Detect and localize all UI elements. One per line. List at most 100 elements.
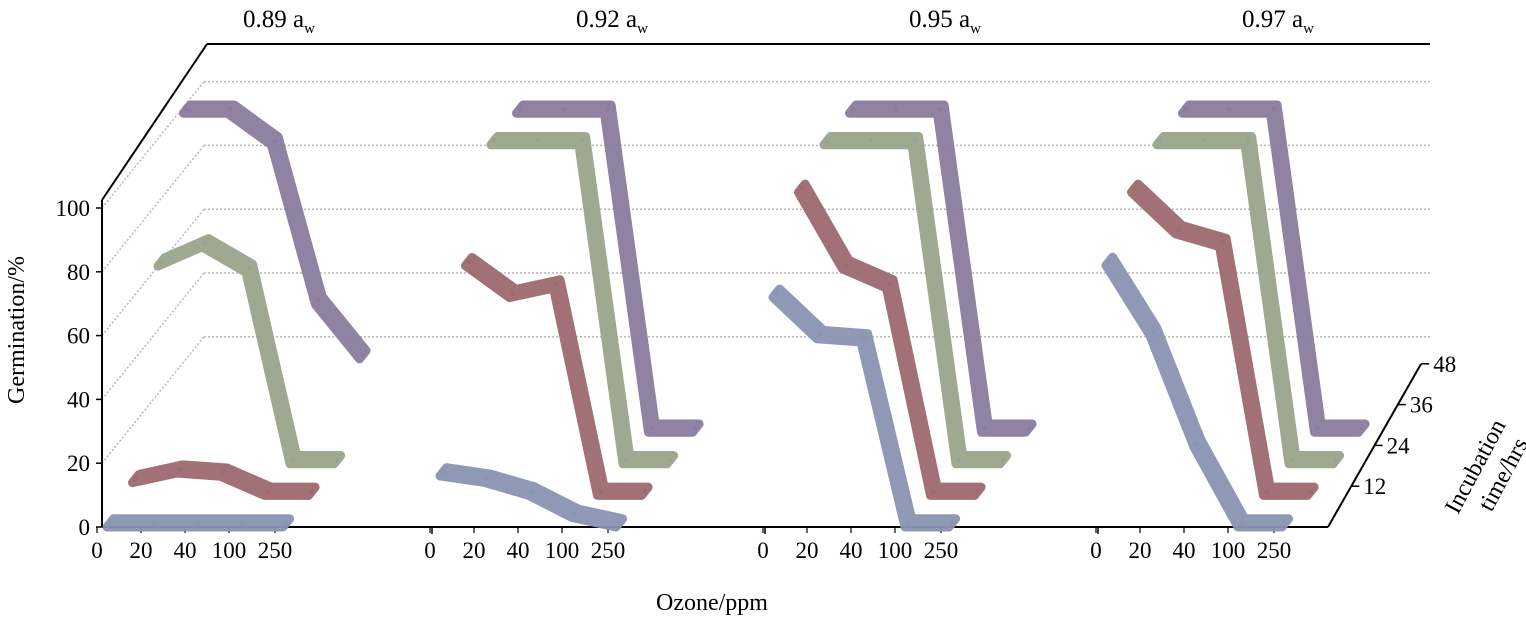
x-tick-label: 40 [507, 538, 530, 563]
x-tick-label: 20 [1129, 538, 1152, 563]
x-tick-label: 100 [212, 538, 247, 563]
data-point [334, 457, 340, 462]
panel-title: 0.97 aw [1242, 6, 1314, 37]
data-point [1220, 240, 1225, 245]
x-tick-label: 100 [545, 538, 580, 563]
data-point [850, 107, 855, 112]
data-point [535, 138, 541, 143]
data-point [912, 138, 918, 143]
floor-diagonal-gridline [101, 272, 205, 400]
data-point [598, 489, 603, 494]
x-tick-label: 40 [1173, 538, 1196, 563]
data-point [1289, 457, 1295, 462]
data-point [579, 138, 585, 143]
data-point [484, 476, 490, 481]
floor-diagonal-gridline [101, 208, 205, 337]
floor-diagonal-gridline [101, 336, 205, 464]
data-point [1315, 426, 1320, 431]
x-tick-label: 20 [130, 538, 153, 563]
data-point [283, 520, 289, 526]
data-point [1157, 138, 1163, 143]
data-point [1000, 457, 1006, 462]
panel-title-subscript: w [1303, 21, 1314, 37]
data-point [360, 352, 365, 358]
data-point [1282, 520, 1288, 526]
panel-title-text: 0.95 a [909, 6, 970, 33]
y-tick-label: 40 [67, 387, 90, 412]
data-point [887, 281, 892, 287]
y-tick-label: 60 [67, 324, 90, 349]
panel-title-subscript: w [637, 21, 648, 37]
data-point [1333, 457, 1339, 462]
data-point [817, 332, 823, 337]
x-tick-label: 40 [840, 538, 863, 563]
series-ribbon-24h [1127, 179, 1319, 500]
data-point [561, 107, 566, 112]
z-tick-label: 12 [1363, 474, 1386, 499]
data-point [1238, 520, 1244, 526]
data-point [605, 107, 610, 112]
data-point [773, 291, 779, 296]
series-ribbon-12h [1101, 252, 1294, 532]
data-point [309, 489, 314, 494]
z-tick-label: 36 [1410, 393, 1433, 418]
series-ribbon-48h [179, 100, 371, 364]
data-point [440, 469, 446, 475]
data-point [799, 186, 804, 191]
series-ribbon-24h [794, 179, 986, 500]
data-point [1183, 107, 1188, 112]
panel-title: 0.95 aw [909, 6, 981, 37]
data-point [151, 520, 157, 526]
data-point [316, 298, 321, 303]
data-point [982, 426, 987, 431]
data-point [221, 470, 226, 475]
series-ribbon-48h [845, 100, 1037, 437]
panel-title-text: 0.89 a [243, 6, 304, 33]
data-point [956, 457, 962, 462]
data-point [1194, 441, 1200, 446]
data-point [975, 489, 980, 494]
z-tick-label: 48 [1433, 352, 1456, 377]
floor-diagonal-gridline [101, 81, 205, 209]
floor-diagonal-gridline [101, 144, 205, 273]
data-point [642, 489, 647, 494]
panel-title: 0.92 aw [576, 6, 648, 37]
data-point [510, 291, 515, 296]
data-point [1176, 227, 1181, 233]
data-point [1271, 107, 1276, 112]
series-ribbons [102, 100, 1370, 532]
data-point [184, 107, 189, 112]
data-point [1201, 138, 1207, 143]
x-tick-label: 0 [91, 538, 103, 563]
panel-title-subscript: w [970, 21, 981, 37]
data-point [195, 520, 201, 526]
y-axis-label: Germination/% [4, 256, 30, 404]
y-tick-label: 0 [79, 515, 91, 540]
data-point [1132, 186, 1137, 191]
x-tick-label: 0 [757, 538, 769, 563]
data-point [572, 511, 578, 516]
data-point [491, 138, 497, 143]
x-tick-label: 20 [796, 538, 819, 563]
y-tick-label: 80 [67, 260, 90, 285]
y-tick-label: 20 [67, 451, 90, 476]
data-point [938, 107, 943, 112]
series-ribbon-24h [128, 460, 320, 500]
data-point [554, 281, 559, 287]
data-point [158, 259, 164, 265]
data-point [528, 488, 534, 494]
x-tick-label: 0 [424, 538, 436, 563]
data-point [861, 335, 867, 341]
data-point [107, 520, 113, 526]
axis-labels: Ozone/ppm Germination/% Incubation time/… [4, 6, 1526, 616]
x-tick-label: 100 [1211, 538, 1246, 563]
data-point [843, 262, 848, 268]
data-point [265, 489, 270, 494]
data-point [239, 520, 245, 526]
series-ribbon-36h [819, 132, 1012, 469]
x-tick-label: 250 [258, 538, 293, 563]
x-tick-label: 250 [591, 538, 626, 563]
series-ribbon-36h [153, 234, 346, 469]
data-point [667, 457, 673, 462]
series-ribbon-24h [461, 252, 653, 500]
